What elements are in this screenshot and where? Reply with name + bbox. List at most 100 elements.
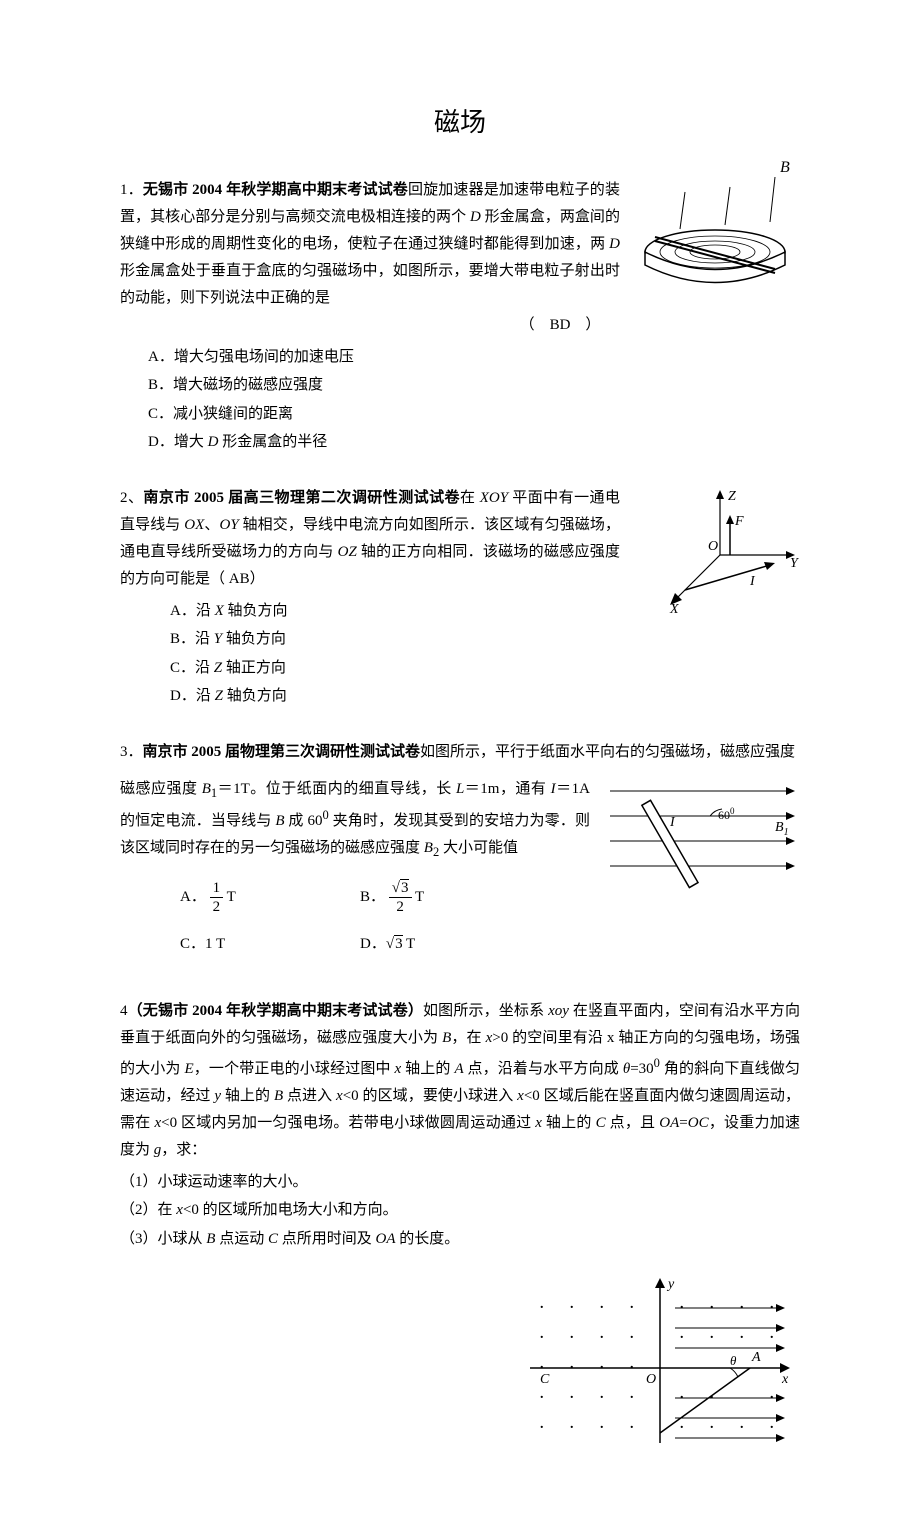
svg-text:B1: B1: [775, 820, 789, 838]
svg-text:O: O: [646, 1372, 656, 1387]
q4-b7: 点，沿着与水平方向成: [464, 1061, 623, 1077]
svg-text:C: C: [540, 1372, 550, 1387]
q2-source: 南京市 2005 届高三物理第二次调研性测试试卷: [143, 490, 460, 506]
q1-figure: B: [630, 157, 800, 297]
q4-b14: <0 区域内另加一匀强电场。若带电小球做圆周运动通过: [161, 1115, 535, 1131]
q2-oy: OY: [219, 517, 238, 533]
q4-sq2: （2）在 x<0 的区域所加电场大小和方向。: [120, 1196, 800, 1225]
q4-oc: OC: [688, 1115, 709, 1131]
svg-text:.: .: [570, 1387, 574, 1402]
q1-body3: 形金属盒处于垂直于盒底的匀强磁场中，如图所示，要增大带电粒子射出时的动能，则下列…: [120, 263, 620, 306]
q1-optA: A．增大匀强电场间的加速电压: [148, 343, 800, 372]
q4-b15: 轴上的: [542, 1115, 596, 1131]
q4-bp: B: [274, 1088, 283, 1104]
q4-source: （无锡市 2004 年秋学期高中期末考试试卷）: [128, 1003, 424, 1019]
q4-b3: ，在: [451, 1030, 485, 1046]
q1-source: 无锡市 2004 年秋学期高中期末考试试卷: [143, 182, 408, 198]
q2-figure: Z Y X O F I: [630, 485, 800, 615]
q4-x4: x: [517, 1088, 524, 1104]
q4-sq3: （3）小球从 B 点运动 C 点所用时间及 OA 的长度。: [120, 1225, 800, 1254]
q4-e: E: [184, 1061, 193, 1077]
q4-number: 4: [120, 1003, 128, 1019]
q4-b10: 轴上的: [221, 1088, 274, 1104]
q2-b3: 、: [204, 517, 219, 533]
svg-text:.: .: [570, 1297, 574, 1312]
q2-xoy: XOY: [480, 490, 508, 506]
q4-b16: 点，且: [606, 1115, 660, 1131]
svg-text:.: .: [540, 1297, 544, 1312]
svg-text:.: .: [600, 1387, 604, 1402]
svg-text:.: .: [710, 1327, 714, 1342]
q2-oz: OZ: [338, 544, 357, 560]
q3-optA: A． 12 T: [180, 879, 360, 916]
svg-text:X: X: [669, 602, 679, 615]
svg-text:.: .: [540, 1417, 544, 1432]
q3-header: 3．南京市 2005 届物理第三次调研性测试试卷如图所示，平行于纸面水平向右的匀…: [120, 739, 800, 766]
q4-x3: x: [336, 1088, 343, 1104]
q3-number: 3．: [120, 744, 143, 760]
q2-ox: OX: [184, 517, 204, 533]
q4-oa: OA: [659, 1115, 679, 1131]
svg-text:.: .: [680, 1387, 684, 1402]
q3-optC: C．1 T: [180, 931, 360, 958]
question-2: Z Y X O F I 2、南京市 2005 届高三物理第二次调研性测试试卷在 …: [120, 485, 800, 711]
svg-text:.: .: [770, 1387, 774, 1402]
svg-text:.: .: [680, 1297, 684, 1312]
q4-b12: <0 的区域，要使小球进入: [343, 1088, 517, 1104]
q4-b6: 轴上的: [401, 1061, 454, 1077]
q1-answer: （ BD ）: [320, 312, 800, 339]
q4-y: y: [214, 1088, 221, 1104]
q3-options-row1: A． 12 T B． √32 T: [180, 879, 590, 916]
svg-text:.: .: [570, 1417, 574, 1432]
q4-text: 4（无锡市 2004 年秋学期高中期末考试试卷）如图所示，坐标系 xoy 在竖直…: [120, 998, 800, 1164]
svg-text:.: .: [600, 1417, 604, 1432]
q1-optC: C．减小狭缝间的距离: [148, 400, 800, 429]
q3-optD: D．√3 T: [360, 931, 540, 958]
question-1: B 1．无锡市 2004 年秋学期高中期末考试试卷回旋加速器是加速带电粒子的装置…: [120, 177, 800, 457]
svg-text:.: .: [710, 1297, 714, 1312]
q4-figure: ........ ........ .... ....... ........ …: [520, 1273, 800, 1453]
svg-text:.: .: [600, 1297, 604, 1312]
svg-text:.: .: [630, 1327, 634, 1342]
q1-d1: D: [470, 209, 481, 225]
q4-b17: =: [679, 1115, 687, 1131]
q4-b19: ，求：: [161, 1142, 206, 1158]
q4-sq1: （1）小球运动速率的大小。: [120, 1168, 800, 1197]
q2-optC: C．沿 Z 轴正方向: [170, 654, 800, 683]
q4-c: C: [596, 1115, 606, 1131]
svg-text:F: F: [734, 514, 744, 529]
svg-text:.: .: [630, 1387, 634, 1402]
svg-text:A: A: [751, 1350, 761, 1365]
q4-b8: =30: [630, 1061, 653, 1077]
q4-b11: 点进入: [283, 1088, 336, 1104]
q4-xoy: xoy: [548, 1003, 569, 1019]
svg-text:.: .: [740, 1327, 744, 1342]
q2-number: 2、: [120, 490, 143, 506]
q1-number: 1．: [120, 182, 143, 198]
q4-subquestions: （1）小球运动速率的大小。 （2）在 x<0 的区域所加电场大小和方向。 （3）…: [120, 1168, 800, 1254]
svg-text:.: .: [600, 1357, 604, 1372]
svg-text:B: B: [780, 159, 790, 176]
q3-figure: I 600 B1: [600, 771, 800, 891]
svg-text:I: I: [749, 574, 756, 589]
svg-text:.: .: [630, 1417, 634, 1432]
svg-text:.: .: [740, 1297, 744, 1312]
q4-b5: ，一个带正电的小球经过图中: [194, 1061, 395, 1077]
question-4: 4（无锡市 2004 年秋学期高中期末考试试卷）如图所示，坐标系 xoy 在竖直…: [120, 998, 800, 1454]
svg-text:600: 600: [718, 806, 735, 822]
svg-text:.: .: [630, 1357, 634, 1372]
q1-optB: B．增大磁场的磁感应强度: [148, 371, 800, 400]
q3-optB: B． √32 T: [360, 879, 540, 916]
page-title: 磁场: [120, 100, 800, 147]
q4-x6: x: [535, 1115, 542, 1131]
q1-d2: D: [609, 236, 620, 252]
svg-text:.: .: [630, 1297, 634, 1312]
svg-text:.: .: [740, 1417, 744, 1432]
svg-text:Z: Z: [728, 489, 736, 504]
q2-optB: B．沿 Y 轴负方向: [170, 625, 800, 654]
q4-figure-wrap: ........ ........ .... ....... ........ …: [120, 1273, 800, 1453]
svg-text:.: .: [770, 1417, 774, 1432]
q4-bm: B: [442, 1030, 451, 1046]
svg-text:Y: Y: [790, 556, 800, 571]
q3-stem: 磁感应强度 B1＝1T。位于纸面内的细直导线，长 L＝1m，通有 I＝1A 的恒…: [120, 781, 590, 857]
